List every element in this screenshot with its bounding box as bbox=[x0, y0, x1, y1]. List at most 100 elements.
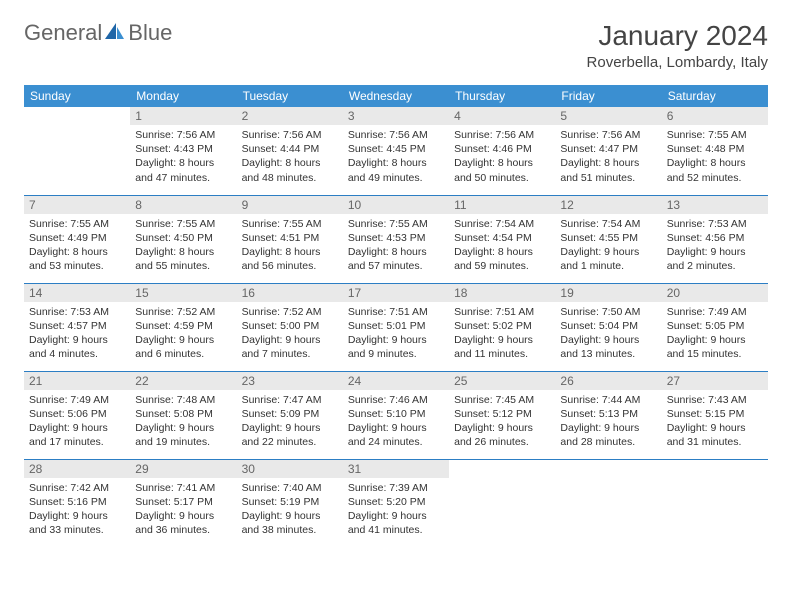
calendar-day-cell: 6Sunrise: 7:55 AMSunset: 4:48 PMDaylight… bbox=[662, 107, 768, 195]
calendar-day-cell: 29Sunrise: 7:41 AMSunset: 5:17 PMDayligh… bbox=[130, 459, 236, 547]
day-info: Sunrise: 7:56 AMSunset: 4:43 PMDaylight:… bbox=[130, 125, 236, 189]
day-number: 3 bbox=[343, 107, 449, 125]
day-info: Sunrise: 7:53 AMSunset: 4:56 PMDaylight:… bbox=[662, 214, 768, 278]
daylight-text: Daylight: 8 hours and 48 minutes. bbox=[242, 156, 338, 184]
sunset-text: Sunset: 5:12 PM bbox=[454, 407, 550, 421]
calendar-day-cell: 28Sunrise: 7:42 AMSunset: 5:16 PMDayligh… bbox=[24, 459, 130, 547]
day-number: 1 bbox=[130, 107, 236, 125]
day-info: Sunrise: 7:54 AMSunset: 4:55 PMDaylight:… bbox=[555, 214, 661, 278]
daylight-text: Daylight: 9 hours and 19 minutes. bbox=[135, 421, 231, 449]
calendar-day-cell: 26Sunrise: 7:44 AMSunset: 5:13 PMDayligh… bbox=[555, 371, 661, 459]
daylight-text: Daylight: 9 hours and 22 minutes. bbox=[242, 421, 338, 449]
sunrise-text: Sunrise: 7:55 AM bbox=[135, 217, 231, 231]
sunset-text: Sunset: 4:46 PM bbox=[454, 142, 550, 156]
sunrise-text: Sunrise: 7:52 AM bbox=[242, 305, 338, 319]
day-info: Sunrise: 7:55 AMSunset: 4:50 PMDaylight:… bbox=[130, 214, 236, 278]
day-info: Sunrise: 7:44 AMSunset: 5:13 PMDaylight:… bbox=[555, 390, 661, 454]
sunset-text: Sunset: 5:02 PM bbox=[454, 319, 550, 333]
calendar-day-cell: 21Sunrise: 7:49 AMSunset: 5:06 PMDayligh… bbox=[24, 371, 130, 459]
day-info: Sunrise: 7:39 AMSunset: 5:20 PMDaylight:… bbox=[343, 478, 449, 542]
calendar-week-row: 28Sunrise: 7:42 AMSunset: 5:16 PMDayligh… bbox=[24, 459, 768, 547]
calendar-day-cell: 23Sunrise: 7:47 AMSunset: 5:09 PMDayligh… bbox=[237, 371, 343, 459]
sunset-text: Sunset: 5:15 PM bbox=[667, 407, 763, 421]
sunrise-text: Sunrise: 7:55 AM bbox=[667, 128, 763, 142]
weekday-header: Thursday bbox=[449, 85, 555, 107]
day-number: 12 bbox=[555, 196, 661, 214]
weekday-header: Wednesday bbox=[343, 85, 449, 107]
sunrise-text: Sunrise: 7:51 AM bbox=[454, 305, 550, 319]
sunrise-text: Sunrise: 7:56 AM bbox=[348, 128, 444, 142]
day-info: Sunrise: 7:48 AMSunset: 5:08 PMDaylight:… bbox=[130, 390, 236, 454]
day-number: 13 bbox=[662, 196, 768, 214]
daylight-text: Daylight: 8 hours and 55 minutes. bbox=[135, 245, 231, 273]
day-info: Sunrise: 7:50 AMSunset: 5:04 PMDaylight:… bbox=[555, 302, 661, 366]
daylight-text: Daylight: 9 hours and 28 minutes. bbox=[560, 421, 656, 449]
sunrise-text: Sunrise: 7:53 AM bbox=[29, 305, 125, 319]
calendar-day-cell: 11 Sunrise: 7:54 AMSunset: 4:54 PMDayligh… bbox=[449, 195, 555, 283]
day-info: Sunrise: 7:43 AMSunset: 5:15 PMDaylight:… bbox=[662, 390, 768, 454]
sunrise-text: Sunrise: 7:52 AM bbox=[135, 305, 231, 319]
sunset-text: Sunset: 4:49 PM bbox=[29, 231, 125, 245]
sunrise-text: Sunrise: 7:49 AM bbox=[667, 305, 763, 319]
sunrise-text: Sunrise: 7:55 AM bbox=[242, 217, 338, 231]
day-number: 2 bbox=[237, 107, 343, 125]
sunset-text: Sunset: 4:47 PM bbox=[560, 142, 656, 156]
calendar-day-cell: 1Sunrise: 7:56 AMSunset: 4:43 PMDaylight… bbox=[130, 107, 236, 195]
day-info: Sunrise: 7:55 AMSunset: 4:51 PMDaylight:… bbox=[237, 214, 343, 278]
calendar-day-cell: 9Sunrise: 7:55 AMSunset: 4:51 PMDaylight… bbox=[237, 195, 343, 283]
calendar-day-cell: 30Sunrise: 7:40 AMSunset: 5:19 PMDayligh… bbox=[237, 459, 343, 547]
calendar-day-cell: 14Sunrise: 7:53 AMSunset: 4:57 PMDayligh… bbox=[24, 283, 130, 371]
sunrise-text: Sunrise: 7:40 AM bbox=[242, 481, 338, 495]
calendar-week-row: 7Sunrise: 7:55 AMSunset: 4:49 PMDaylight… bbox=[24, 195, 768, 283]
day-number: 4 bbox=[449, 107, 555, 125]
weekday-header: Tuesday bbox=[237, 85, 343, 107]
day-number: 5 bbox=[555, 107, 661, 125]
calendar-day-cell: 2Sunrise: 7:56 AMSunset: 4:44 PMDaylight… bbox=[237, 107, 343, 195]
day-info: Sunrise: 7:56 AMSunset: 4:46 PMDaylight:… bbox=[449, 125, 555, 189]
sunset-text: Sunset: 4:44 PM bbox=[242, 142, 338, 156]
sunrise-text: Sunrise: 7:54 AM bbox=[454, 217, 550, 231]
day-number: 17 bbox=[343, 284, 449, 302]
daylight-text: Daylight: 9 hours and 13 minutes. bbox=[560, 333, 656, 361]
location: Roverbella, Lombardy, Italy bbox=[587, 54, 768, 71]
sunset-text: Sunset: 4:56 PM bbox=[667, 231, 763, 245]
weekday-header: Sunday bbox=[24, 85, 130, 107]
calendar-day-cell: 12Sunrise: 7:54 AMSunset: 4:55 PMDayligh… bbox=[555, 195, 661, 283]
daylight-text: Daylight: 9 hours and 11 minutes. bbox=[454, 333, 550, 361]
day-info: Sunrise: 7:41 AMSunset: 5:17 PMDaylight:… bbox=[130, 478, 236, 542]
calendar-day-cell: 18Sunrise: 7:51 AMSunset: 5:02 PMDayligh… bbox=[449, 283, 555, 371]
sunrise-text: Sunrise: 7:50 AM bbox=[560, 305, 656, 319]
day-number: 21 bbox=[24, 372, 130, 390]
calendar-day-cell: 10Sunrise: 7:55 AMSunset: 4:53 PMDayligh… bbox=[343, 195, 449, 283]
daylight-text: Daylight: 9 hours and 4 minutes. bbox=[29, 333, 125, 361]
day-info: Sunrise: 7:47 AMSunset: 5:09 PMDaylight:… bbox=[237, 390, 343, 454]
calendar-week-row: 21Sunrise: 7:49 AMSunset: 5:06 PMDayligh… bbox=[24, 371, 768, 459]
calendar-day-cell: 22Sunrise: 7:48 AMSunset: 5:08 PMDayligh… bbox=[130, 371, 236, 459]
calendar-week-row: 14Sunrise: 7:53 AMSunset: 4:57 PMDayligh… bbox=[24, 283, 768, 371]
sunset-text: Sunset: 5:05 PM bbox=[667, 319, 763, 333]
logo: General Blue bbox=[24, 20, 172, 46]
sunset-text: Sunset: 5:09 PM bbox=[242, 407, 338, 421]
header: General Blue January 2024 Roverbella, Lo… bbox=[24, 20, 768, 71]
day-number: 31 bbox=[343, 460, 449, 478]
daylight-text: Daylight: 8 hours and 59 minutes. bbox=[454, 245, 550, 273]
daylight-text: Daylight: 8 hours and 52 minutes. bbox=[667, 156, 763, 184]
daylight-text: Daylight: 8 hours and 51 minutes. bbox=[560, 156, 656, 184]
day-number: 14 bbox=[24, 284, 130, 302]
day-info: Sunrise: 7:49 AMSunset: 5:06 PMDaylight:… bbox=[24, 390, 130, 454]
sunset-text: Sunset: 5:17 PM bbox=[135, 495, 231, 509]
daylight-text: Daylight: 9 hours and 41 minutes. bbox=[348, 509, 444, 537]
sunset-text: Sunset: 4:54 PM bbox=[454, 231, 550, 245]
day-info: Sunrise: 7:42 AMSunset: 5:16 PMDaylight:… bbox=[24, 478, 130, 542]
sunset-text: Sunset: 5:20 PM bbox=[348, 495, 444, 509]
sunset-text: Sunset: 5:00 PM bbox=[242, 319, 338, 333]
sunset-text: Sunset: 5:08 PM bbox=[135, 407, 231, 421]
calendar-day-cell bbox=[24, 107, 130, 195]
day-number: 27 bbox=[662, 372, 768, 390]
sunrise-text: Sunrise: 7:55 AM bbox=[29, 217, 125, 231]
day-number: 11 bbox=[449, 196, 555, 214]
daylight-text: Daylight: 9 hours and 9 minutes. bbox=[348, 333, 444, 361]
day-info: Sunrise: 7:51 AMSunset: 5:02 PMDaylight:… bbox=[449, 302, 555, 366]
daylight-text: Daylight: 8 hours and 50 minutes. bbox=[454, 156, 550, 184]
daylight-text: Daylight: 9 hours and 6 minutes. bbox=[135, 333, 231, 361]
